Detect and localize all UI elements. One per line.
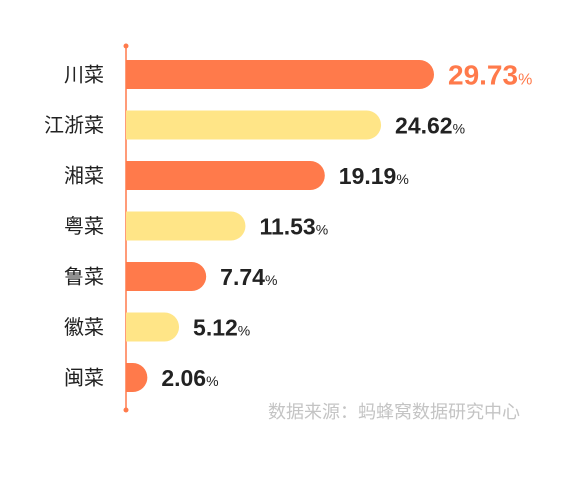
category-label-4: 鲁菜	[64, 265, 104, 289]
value-number-0: 29.73	[448, 60, 518, 91]
bar-5	[126, 312, 180, 342]
value-unit-2: %	[396, 171, 408, 187]
category-label-0: 川菜	[64, 63, 104, 87]
category-label-6: 闽菜	[64, 366, 104, 390]
source-note: 数据来源：蚂蜂窝数据研究中心	[268, 402, 520, 423]
axis-top-dot	[123, 43, 129, 49]
value-label-3: 11.53%	[259, 213, 328, 239]
bar-4	[126, 262, 207, 291]
value-label-4: 7.74%	[220, 264, 277, 290]
value-label-6: 2.06%	[161, 365, 218, 391]
value-number-4: 7.74	[220, 264, 265, 290]
value-unit-3: %	[316, 221, 328, 237]
value-unit-5: %	[238, 322, 250, 338]
bars-group: 川菜 29.73% 江浙菜 24.62% 湘菜 19.19% 粤菜 11.53% 鲁菜 7.74%…	[44, 60, 532, 392]
bar-2	[126, 161, 325, 190]
category-label-5: 徽菜	[64, 315, 104, 339]
bar-6	[126, 363, 148, 392]
value-label-2: 19.19%	[339, 163, 409, 189]
value-unit-4: %	[265, 272, 277, 288]
bar-1	[126, 110, 382, 140]
value-number-2: 19.19	[339, 163, 397, 189]
value-label-5: 5.12%	[193, 314, 250, 340]
category-label-3: 粤菜	[64, 214, 104, 238]
value-number-3: 11.53	[259, 213, 315, 239]
value-label-0: 29.73%	[448, 60, 532, 91]
value-unit-6: %	[206, 373, 218, 389]
value-label-1: 24.62%	[395, 112, 465, 138]
value-unit-0: %	[518, 72, 532, 89]
category-label-1: 江浙菜	[44, 113, 104, 137]
value-number-1: 24.62	[395, 112, 453, 138]
bar-0	[126, 60, 434, 89]
bar-3	[126, 211, 246, 241]
value-unit-1: %	[453, 120, 465, 136]
value-number-6: 2.06	[161, 365, 206, 391]
value-number-5: 5.12	[193, 314, 238, 340]
category-label-2: 湘菜	[64, 164, 104, 188]
axis-bottom-dot	[123, 407, 129, 413]
